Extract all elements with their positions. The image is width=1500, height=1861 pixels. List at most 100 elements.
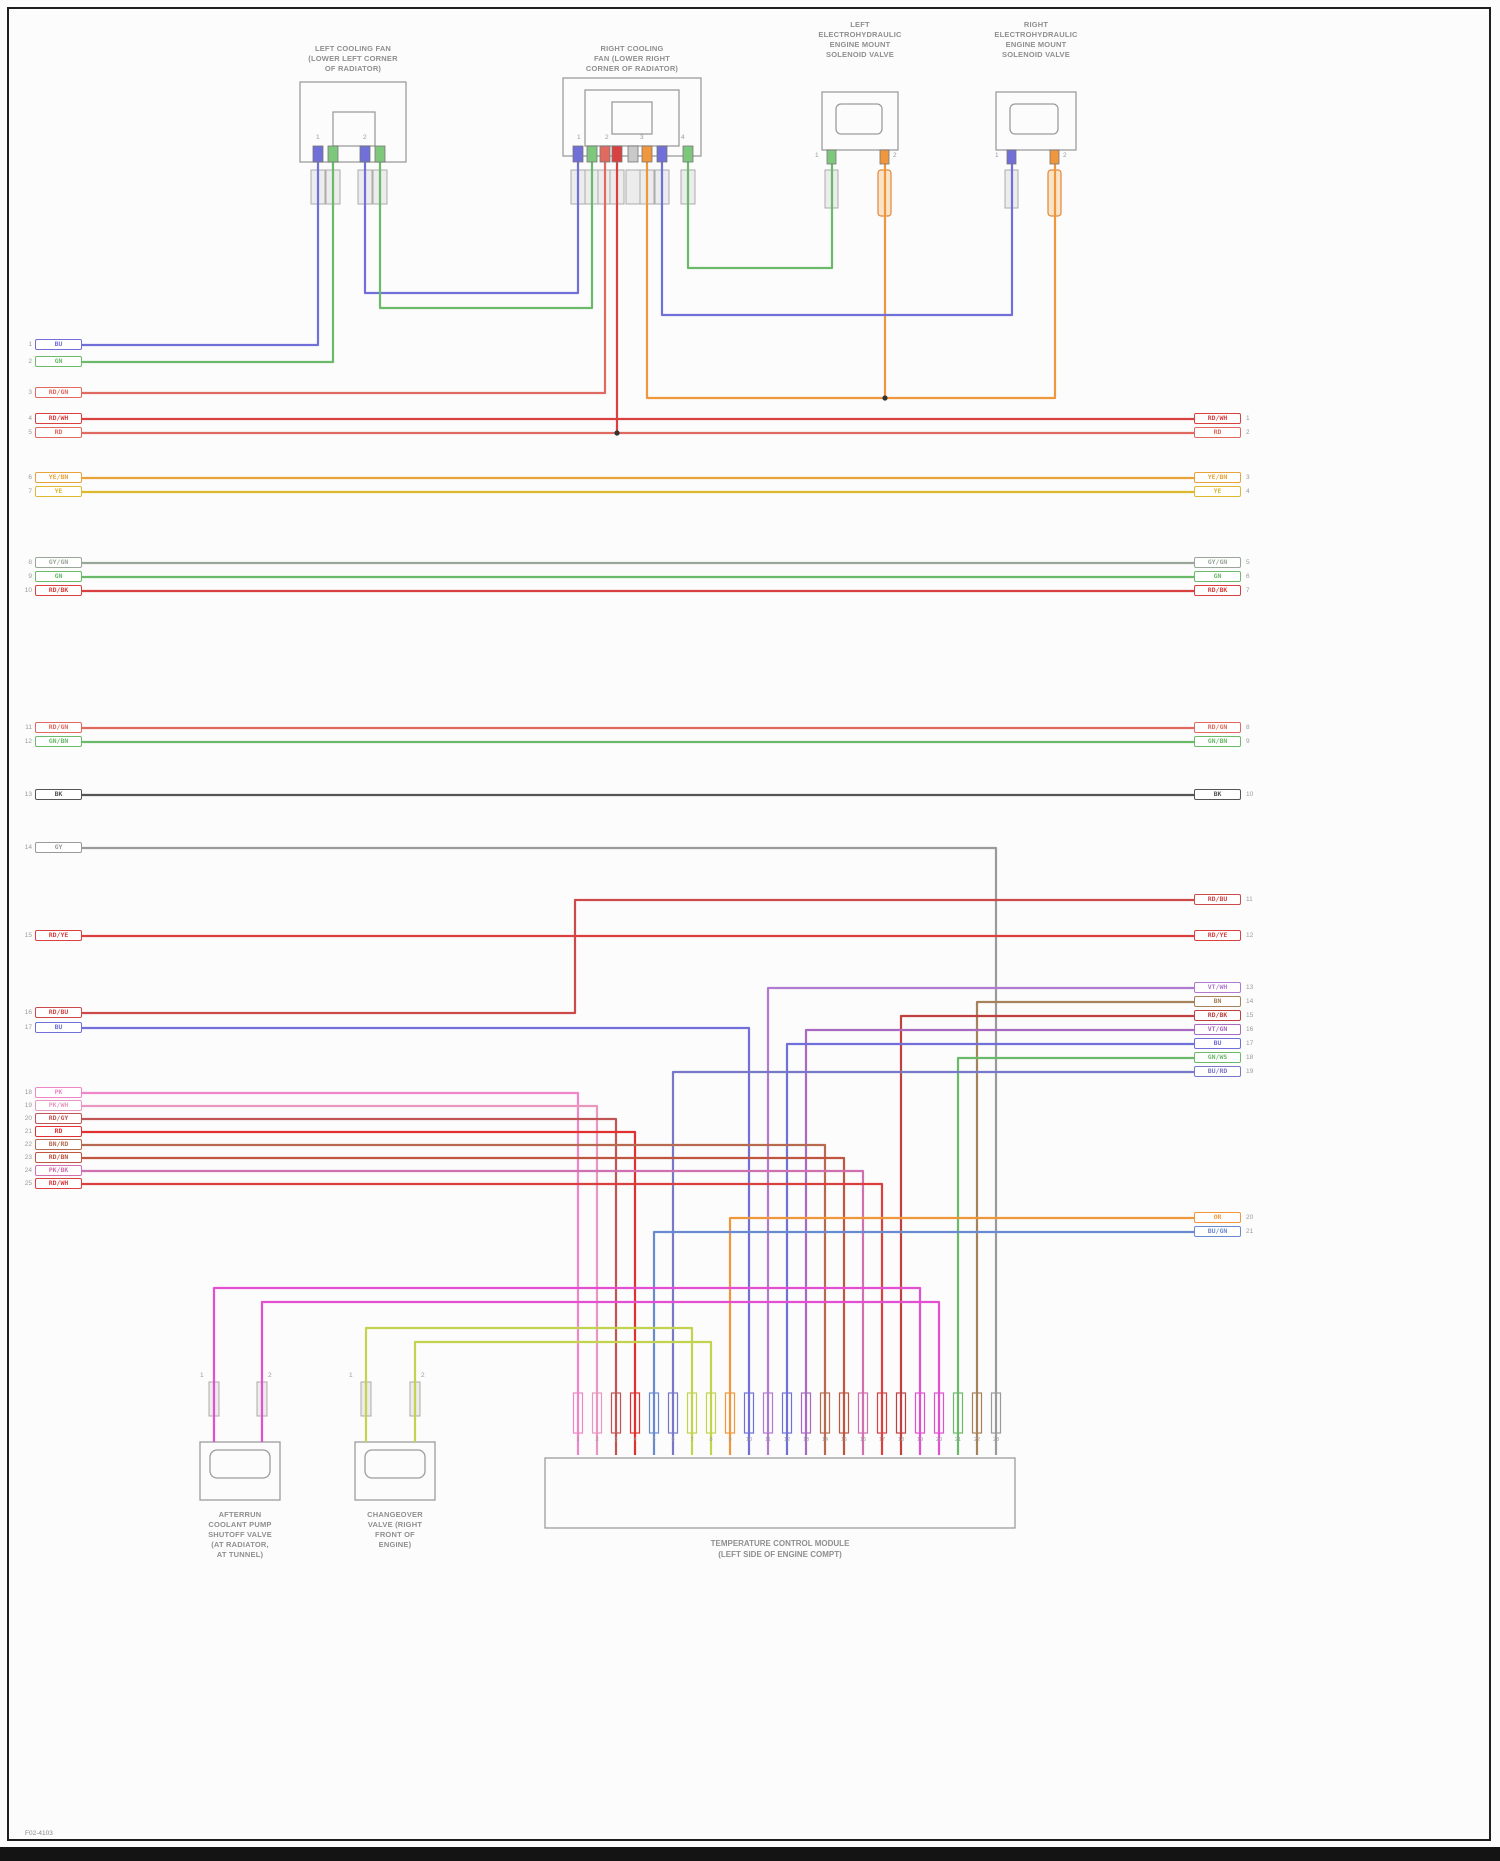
wire-label-left-8: GN (35, 571, 82, 582)
wire-row-gy (82, 846, 998, 1455)
wire-pin-left-6: 7 (28, 488, 32, 495)
wire-pin-left-9: 10 (24, 587, 32, 594)
wire-label-right-8: GN/BN (1194, 736, 1241, 747)
wire-pin-left-4: 5 (28, 429, 32, 436)
wire-label-left-24: RD/WH (35, 1178, 82, 1189)
wire-label-left-0: BU (35, 339, 82, 350)
wire-pin-left-10: 11 (25, 724, 32, 731)
module-pin-num-21: 21 (954, 1437, 962, 1443)
module-pin-num-13: 13 (802, 1437, 810, 1443)
wire-right-fan-rdgn (82, 162, 607, 395)
wire-label-right-19: OR (1194, 1212, 1241, 1223)
wire-label-right-20: BU/GN (1194, 1226, 1241, 1237)
wire-pin-right-18: 19 (1246, 1068, 1254, 1075)
wire-right-vtwh (766, 986, 1194, 1455)
afterrun-valve-label: AFTERRUN COOLANT PUMP SHUTOFF VALVE (AT … (208, 1510, 272, 1559)
module-pin-num-10: 10 (745, 1437, 753, 1443)
module-pin-num-1: 1 (576, 1437, 580, 1443)
wire-pin-left-20: 21 (24, 1128, 32, 1135)
wire-pin-left-7: 8 (28, 559, 32, 566)
component-boxes (199, 77, 1077, 1529)
wire-fan-link-bu (363, 162, 580, 295)
module-connector-pins (572, 1392, 1002, 1434)
wire-valve-gn (686, 162, 834, 270)
wire-bundle-rd (82, 1130, 637, 1455)
wire-pin-right-1: 2 (1246, 429, 1250, 436)
wire-label-left-18: PK/WH (35, 1100, 82, 1111)
wire-label-left-12: BK (35, 789, 82, 800)
wire-pin-left-19: 20 (24, 1115, 32, 1122)
left-mount-valve-label: LEFT ELECTROHYDRAULIC ENGINE MOUNT SOLEN… (818, 20, 902, 59)
wire-left-fan-bu (82, 162, 320, 347)
module-pin-num-22: 22 (973, 1437, 981, 1443)
wire-label-left-4: RD (35, 427, 82, 438)
wire-right-rdbk (899, 1014, 1194, 1455)
page-bottom-bar (0, 1847, 1500, 1861)
wire-pin-right-19: 20 (1246, 1214, 1254, 1221)
wire-changeover-yg1 (364, 1326, 694, 1455)
wire-right-vtgn (804, 1028, 1194, 1455)
wire-label-left-13: GY (35, 842, 82, 853)
wire-label-right-6: RD/BK (1194, 585, 1241, 596)
wire-label-right-18: BU/RD (1194, 1066, 1241, 1077)
wire-label-left-5: YE/BN (35, 472, 82, 483)
wire-pin-left-1: 2 (28, 358, 32, 365)
wire-label-left-9: RD/BK (35, 585, 82, 596)
wire-pin-left-13: 14 (24, 844, 32, 851)
wire-pin-left-2: 3 (28, 389, 32, 396)
wire-label-right-0: RD/WH (1194, 413, 1241, 424)
wire-label-left-22: RD/BN (35, 1152, 82, 1163)
left-fan-pin-1: 1 (316, 134, 320, 141)
wire-pin-right-5: 6 (1246, 573, 1250, 580)
connector-sleeves (208, 169, 1019, 1417)
wire-pin-left-15: 16 (24, 1009, 32, 1016)
wire-pin-left-21: 22 (24, 1141, 32, 1148)
wire-label-right-16: BU (1194, 1038, 1241, 1049)
module-pin-num-17: 17 (878, 1437, 886, 1443)
wire-label-right-9: BK (1194, 789, 1241, 800)
wire-rdbu-loop (82, 898, 1194, 1015)
left-fan-label: LEFT COOLING FAN (LOWER LEFT CORNER OF R… (308, 44, 398, 73)
module-pin-num-4: 4 (633, 1437, 637, 1443)
wire-pin-right-4: 5 (1246, 559, 1250, 566)
wire-right-bn (975, 1000, 1194, 1455)
afterrun-valve-pin-1: 1 (200, 1372, 204, 1379)
module-label: TEMPERATURE CONTROL MODULE (LEFT SIDE OF… (710, 1539, 850, 1559)
wire-pin-right-12: 13 (1246, 984, 1254, 991)
module-pin-num-12: 12 (783, 1437, 791, 1443)
right-mount-valve-pin-2: 2 (1063, 152, 1067, 159)
right-fan-pin-2: 2 (605, 134, 609, 141)
wire-pin-left-22: 23 (24, 1154, 32, 1161)
wire-label-left-21: BN/RD (35, 1139, 82, 1150)
wire-pin-left-16: 17 (24, 1024, 32, 1031)
fuse-sleeves (877, 169, 1062, 217)
wire-pin-left-24: 25 (24, 1180, 32, 1187)
wire-valve-bu (660, 162, 1014, 317)
wire-label-right-2: YE/BN (1194, 472, 1241, 483)
wire-pin-left-18: 19 (24, 1102, 32, 1109)
wire-label-left-6: YE (35, 486, 82, 497)
wire-label-left-14: RD/YE (35, 930, 82, 941)
module-pin-num-19: 19 (916, 1437, 924, 1443)
wire-label-left-20: RD (35, 1126, 82, 1137)
wire-pin-right-9: 10 (1246, 791, 1254, 798)
left-fan-pin-2: 2 (363, 134, 367, 141)
module-pin-num-14: 14 (821, 1437, 829, 1443)
right-fan-label: RIGHT COOLING FAN (LOWER RIGHT CORNER OF… (585, 44, 679, 73)
wire-left-fan-gn (82, 162, 335, 364)
wire-label-left-16: BU (35, 1022, 82, 1033)
changeover-valve-pin-2: 2 (421, 1372, 425, 1379)
right-fan-pin-1: 1 (577, 134, 581, 141)
module-pin-num-6: 6 (671, 1437, 675, 1443)
module-pin-num-15: 15 (840, 1437, 848, 1443)
wire-pin-right-3: 4 (1246, 488, 1250, 495)
changeover-valve-label: CHANGEOVER VALVE (RIGHT FRONT OF ENGINE) (367, 1510, 423, 1549)
wire-label-right-17: GN/WS (1194, 1052, 1241, 1063)
wire-label-right-13: BN (1194, 996, 1241, 1007)
module-pin-num-23: 23 (992, 1437, 1000, 1443)
wire-pin-right-17: 18 (1246, 1054, 1254, 1061)
wire-label-left-15: RD/BU (35, 1007, 82, 1018)
wire-pin-right-20: 21 (1246, 1228, 1254, 1235)
